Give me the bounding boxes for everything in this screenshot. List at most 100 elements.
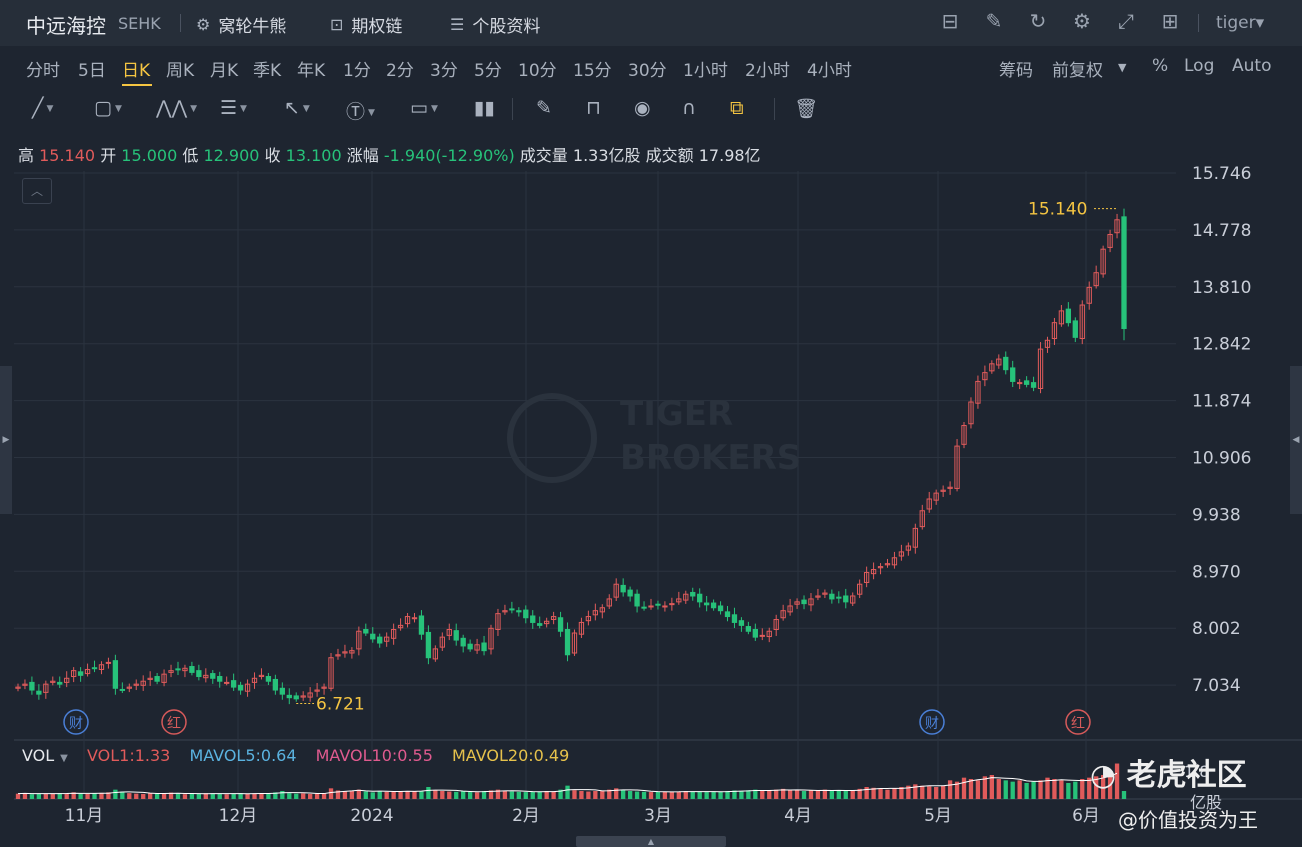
- event-marker-label: 财: [69, 716, 83, 732]
- volume-bar: [106, 792, 111, 799]
- candle-body: [335, 654, 341, 657]
- volume-bar: [335, 790, 341, 799]
- candle-body: [279, 687, 285, 695]
- period-yearly[interactable]: 年K: [297, 61, 326, 81]
- text-tool-icon[interactable]: Ⓣ ▼: [346, 101, 375, 123]
- volume-bar: [641, 791, 647, 799]
- period-3min[interactable]: 3分: [430, 61, 458, 81]
- link-icon[interactable]: ⧉: [730, 97, 744, 119]
- auto-toggle[interactable]: Auto: [1232, 56, 1272, 76]
- adjust-select[interactable]: 前复权: [1052, 61, 1103, 81]
- candle-body: [933, 492, 939, 501]
- fullscreen-icon[interactable]: ⤢: [1118, 9, 1134, 33]
- log-toggle[interactable]: Log: [1184, 56, 1215, 76]
- lock-icon[interactable]: ⊓: [586, 97, 601, 119]
- right-panel-toggle[interactable]: ◀: [1290, 366, 1302, 514]
- event-marker-label: 红: [167, 716, 181, 732]
- period-1hour[interactable]: 1小时: [683, 61, 728, 81]
- candle-body: [210, 673, 216, 679]
- pen-icon[interactable]: ✎: [536, 97, 552, 119]
- magnet-icon[interactable]: ∩: [682, 97, 696, 119]
- candle-body: [15, 686, 21, 689]
- candle-body: [676, 598, 682, 603]
- trash-icon[interactable]: 🗑: [794, 98, 819, 120]
- candle-body: [550, 616, 557, 621]
- line-tool-icon[interactable]: ╱ ▼: [32, 97, 54, 119]
- percent-toggle[interactable]: %: [1152, 56, 1169, 76]
- refresh-icon[interactable]: ↻: [1029, 9, 1047, 33]
- nav-profile[interactable]: ☰ 个股资料: [450, 12, 540, 37]
- left-panel-toggle[interactable]: ▶: [0, 366, 12, 514]
- measure-tool-icon[interactable]: ▮▮: [474, 97, 495, 119]
- volume-bar: [384, 791, 389, 799]
- eye-icon[interactable]: ◉: [634, 97, 651, 119]
- period-30min[interactable]: 30分: [628, 61, 667, 81]
- volume-bar: [815, 790, 821, 799]
- volume-indicator-caret-icon[interactable]: ▼: [60, 753, 68, 764]
- pattern-tool-icon[interactable]: ⋀⋀ ▼: [156, 97, 198, 119]
- period-monthly[interactable]: 月K: [210, 61, 239, 81]
- volume-bar: [210, 793, 215, 799]
- candle-body: [356, 630, 362, 650]
- volume-bar: [252, 793, 257, 799]
- volume-bar: [718, 791, 723, 799]
- candle-body: [947, 486, 953, 489]
- volume-bar: [704, 792, 709, 799]
- divider: [512, 98, 513, 120]
- account-menu[interactable]: tiger▾: [1216, 13, 1265, 33]
- chart-settings-icon[interactable]: ⊟: [941, 9, 959, 33]
- volume-label: 成交量: [519, 146, 568, 165]
- rect-tool-icon[interactable]: ▢ ▼: [94, 97, 122, 119]
- open-value: 15.000: [121, 146, 178, 165]
- adjust-caret-icon[interactable]: ▼: [1118, 61, 1127, 74]
- period-daily[interactable]: 日K: [122, 61, 151, 81]
- period-10min[interactable]: 10分: [518, 61, 557, 81]
- volume-bar: [739, 791, 744, 799]
- candle-body: [877, 566, 884, 569]
- period-15min[interactable]: 15分: [573, 61, 612, 81]
- candle-body: [1017, 382, 1023, 385]
- label-tool-icon[interactable]: ▭ ▼: [410, 97, 438, 119]
- candle-body: [968, 401, 974, 425]
- period-2min[interactable]: 2分: [386, 61, 414, 81]
- period-4hour[interactable]: 4小时: [807, 61, 852, 81]
- volume-bar: [154, 793, 160, 799]
- header-bar: 中远海控 SEHK ⚙ 窝轮牛熊 ⊡ 期权链 ☰ 个股资料 ⊟ ✎ ↻ ⚙ ⤢ …: [0, 0, 1302, 46]
- volume-bar: [161, 793, 167, 799]
- nav-warrants[interactable]: ⚙ 窝轮牛熊: [196, 12, 286, 37]
- period-weekly[interactable]: 周K: [166, 61, 195, 81]
- market-code: SEHK: [118, 14, 161, 33]
- volume-bar: [586, 791, 591, 799]
- period-1min[interactable]: 1分: [343, 61, 371, 81]
- volume-bar: [996, 779, 1001, 799]
- candle-body: [1058, 310, 1065, 325]
- candle-body: [613, 583, 619, 598]
- mavol5-value: MAVOL5:0.64: [189, 746, 297, 765]
- horizontal-scrollbar[interactable]: ▲: [576, 836, 726, 847]
- volume-bar: [746, 790, 751, 799]
- period-2hour[interactable]: 2小时: [745, 61, 790, 81]
- period-5min[interactable]: 5分: [474, 61, 502, 81]
- volume-bar: [29, 794, 35, 799]
- volume-bar: [78, 793, 83, 799]
- volume-bar: [245, 793, 250, 799]
- volume-bar: [92, 793, 97, 799]
- volume-indicator-name[interactable]: VOL: [22, 746, 55, 765]
- chips-button[interactable]: 筹码: [999, 61, 1033, 81]
- candlestick-chart[interactable]: 15.746 14.778 13.810 12.842 11.874 10.906 9.93…: [14, 163, 1302, 836]
- nav-option-chain[interactable]: ⊡ 期权链: [330, 12, 402, 37]
- volume-bar: [509, 791, 515, 799]
- fib-tool-icon[interactable]: ☰ ▼: [220, 97, 247, 119]
- grid-layout-icon[interactable]: ⊞: [1161, 9, 1179, 33]
- period-quarterly[interactable]: 季K: [253, 61, 282, 81]
- period-intraday[interactable]: 分时: [26, 61, 60, 81]
- arrow-tool-icon[interactable]: ↖ ▼: [284, 97, 310, 119]
- edit-icon[interactable]: ✎: [985, 9, 1003, 33]
- volume-bar: [342, 791, 348, 799]
- event-marker: [1065, 709, 1091, 735]
- volume-bar: [732, 790, 737, 799]
- gear-icon[interactable]: ⚙: [1073, 9, 1091, 33]
- volume-bar: [683, 791, 688, 799]
- collapse-button[interactable]: ︿: [22, 178, 52, 204]
- period-5day[interactable]: 5日: [78, 61, 106, 81]
